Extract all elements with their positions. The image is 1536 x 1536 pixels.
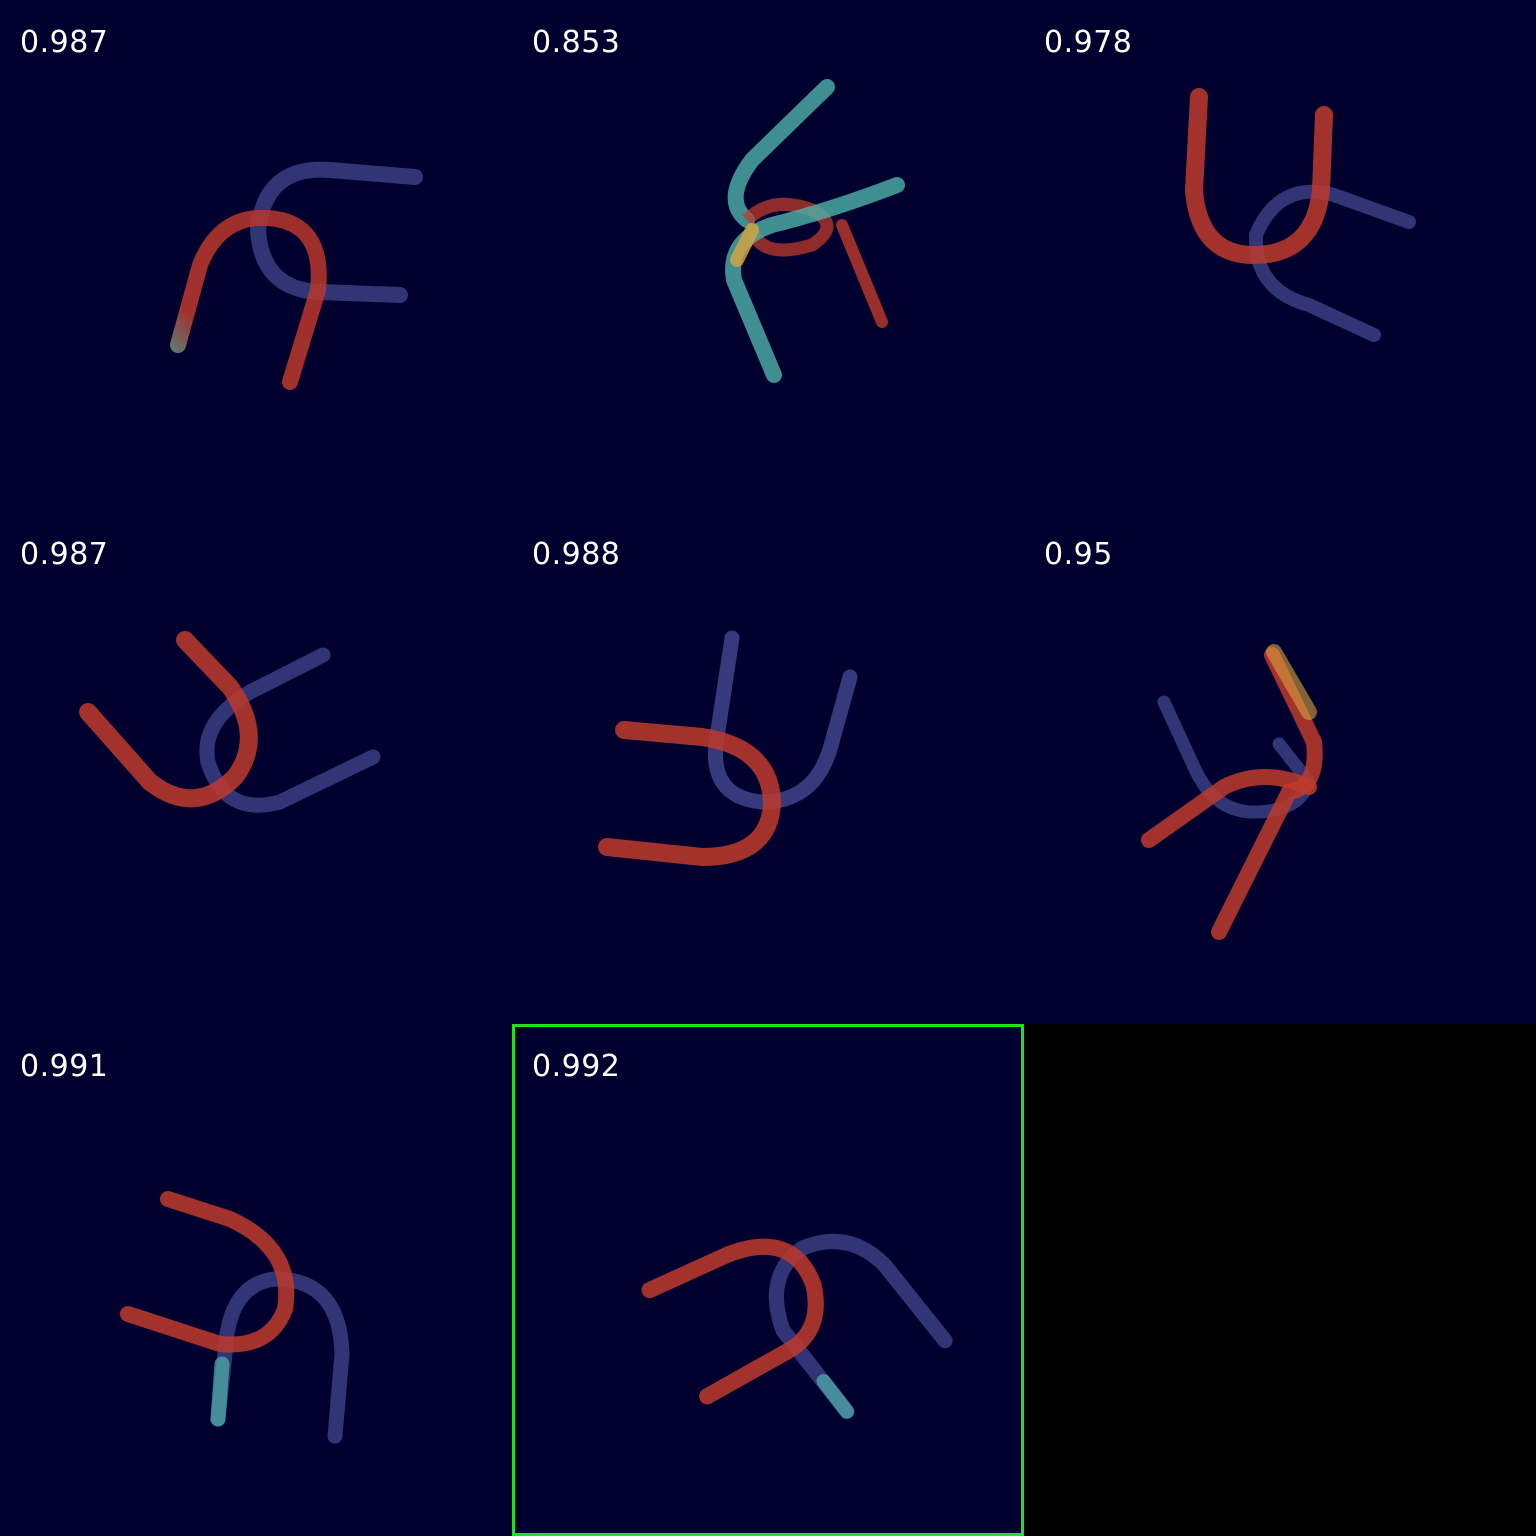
result-tile-1[interactable]: 0.987 <box>0 0 512 512</box>
heatmap-overlay <box>641 1233 953 1420</box>
result-tile-5[interactable]: 0.988 <box>512 512 1024 1024</box>
score-label: 0.991 <box>20 1049 109 1084</box>
score-label: 0.988 <box>532 537 621 572</box>
heatmap-overlay <box>725 79 905 383</box>
score-label: 0.95 <box>1044 537 1113 572</box>
result-tile-4[interactable]: 0.987 <box>0 512 512 1024</box>
heatmap-overlay <box>120 1191 350 1444</box>
result-tile-3[interactable]: 0.978 <box>1024 0 1536 512</box>
score-label: 0.978 <box>1044 25 1133 60</box>
score-label: 0.987 <box>20 537 109 572</box>
heatmap-overlay <box>598 630 858 867</box>
result-tile-6[interactable]: 0.95 <box>1024 512 1536 1024</box>
heatmap-overlay <box>1141 644 1323 940</box>
score-label: 0.853 <box>532 25 621 60</box>
score-label: 0.987 <box>20 25 109 60</box>
score-label: 0.992 <box>532 1049 621 1084</box>
result-tile-2[interactable]: 0.853 <box>512 0 1024 512</box>
empty-tile <box>1024 1024 1536 1536</box>
result-tile-7[interactable]: 0.991 <box>0 1024 512 1536</box>
result-tile-8-selected[interactable]: 0.992 <box>512 1024 1024 1536</box>
heatmap-overlay <box>1184 88 1416 342</box>
heatmap-overlay <box>79 631 381 813</box>
heatmap-overlay <box>170 161 423 390</box>
